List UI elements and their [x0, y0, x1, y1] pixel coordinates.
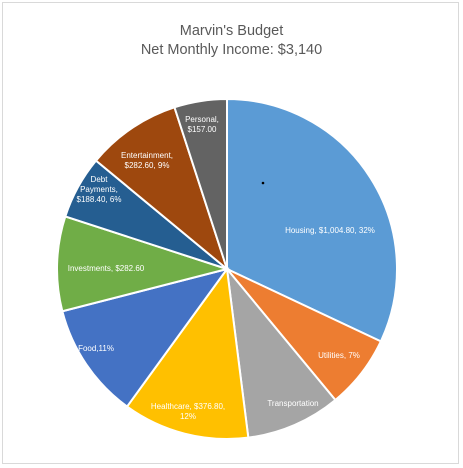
slice-label-debt-payments: Debt Payments, $188.40, 6% [77, 175, 122, 204]
pie-slice-healthcare [125, 266, 250, 440]
slice-label-investments: Investments, $282.60 [68, 264, 145, 273]
pie-slice-transportation [225, 265, 337, 439]
chart-title: Marvin's Budget [179, 23, 284, 39]
pie-slice-personal [173, 97, 228, 270]
slice-label-utilities: Utilities, 7% [318, 351, 360, 360]
chart-subtitle: Net Monthly Income: $3,140 [140, 42, 323, 58]
slice-label-transportation: Transportation [267, 399, 318, 408]
slice-label-entertainment: Entertainment, $282.60, 9% [121, 151, 173, 170]
slice-label-food: Food,11% [78, 344, 114, 353]
slice-label-healthcare: Healthcare, $376.80, 12% [151, 402, 225, 421]
slice-label-personal: Personal, $157.00 [185, 115, 219, 134]
pie-slice-entertainment [94, 106, 230, 272]
pie-slice-housing [226, 97, 398, 343]
pie-slice-investments [55, 215, 231, 313]
cursor-dot [261, 181, 265, 185]
slice-label-housing: Housing, $1,004.80, 32% [285, 226, 375, 235]
pie-slice-food [61, 267, 230, 408]
